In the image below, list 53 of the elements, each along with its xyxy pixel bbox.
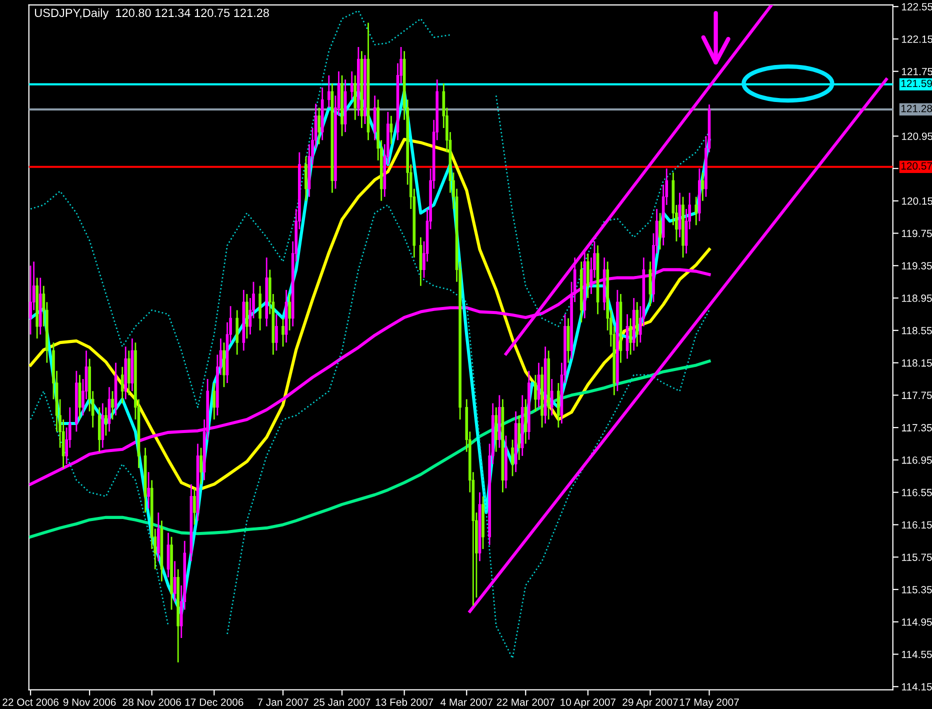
candlestick	[29, 264, 32, 336]
x-tick-label: 22 Mar 2007	[496, 698, 554, 706]
candlestick	[658, 212, 662, 250]
x-tick-label: 4 Mar 2007	[440, 698, 492, 706]
y-tick-label: 114.55	[902, 650, 932, 658]
candlestick	[534, 374, 537, 412]
candlestick	[511, 439, 514, 477]
x-tick-label: 9 Nov 2006	[63, 698, 116, 706]
x-tick-label: 22 Oct 2006	[2, 698, 58, 706]
y-tick-label: 119.75	[902, 230, 932, 238]
x-tick-label: 13 Feb 2007	[376, 698, 434, 706]
y-tick-label: 115.75	[902, 554, 932, 561]
x-tick-label: 17 May 2007	[680, 698, 739, 708]
x-tick-label: 28 Nov 2006	[122, 698, 181, 706]
candlestick	[318, 107, 320, 145]
y-tick-label: 116.95	[902, 456, 932, 464]
ref-line-label: 121.59	[901, 80, 932, 88]
y-tick-label: 118.55	[902, 326, 932, 334]
candlestick	[694, 196, 698, 226]
candlestick	[120, 366, 124, 404]
candlestick	[193, 488, 196, 526]
chart-title: USDJPY,Daily 120.80 121.34 120.75 121.28	[34, 8, 269, 20]
candlestick	[212, 382, 216, 420]
candlestick	[390, 115, 393, 145]
y-tick-label: 119.35	[902, 262, 932, 270]
y-tick-label: 117.35	[902, 424, 932, 432]
candlestick	[200, 447, 202, 485]
x-tick-label: 10 Apr 2007	[560, 698, 616, 708]
y-tick-label: 117.75	[902, 392, 932, 400]
y-tick-label: 116.15	[902, 521, 932, 529]
candlestick	[327, 74, 330, 108]
candlestick	[629, 318, 632, 356]
candlestick	[111, 390, 114, 420]
candlestick	[275, 314, 278, 352]
candlestick	[104, 406, 108, 436]
y-tick-label: 114.15	[902, 683, 932, 690]
y-tick-label: 118.95	[902, 294, 932, 302]
x-tick-label: 29 Apr 2007	[622, 698, 678, 708]
ref-line-label: 121.28	[901, 104, 932, 112]
ref-line-label: 120.57	[901, 162, 932, 170]
x-tick-label: 7 Jan 2007	[258, 698, 308, 706]
y-tick-label: 114.95	[902, 618, 932, 626]
candlestick	[173, 560, 176, 602]
candlestick	[147, 471, 150, 510]
candlestick	[282, 318, 284, 348]
candlestick	[350, 70, 354, 100]
y-tick-label: 115.35	[902, 586, 932, 594]
candlestick	[288, 293, 291, 332]
x-tick-label: 25 Jan 2007	[314, 698, 370, 706]
x-tick-label: 17 Dec 2006	[185, 698, 244, 706]
y-tick-label: 118.15	[902, 359, 932, 367]
y-tick-label: 116.55	[902, 488, 932, 496]
candlestick	[550, 378, 554, 416]
